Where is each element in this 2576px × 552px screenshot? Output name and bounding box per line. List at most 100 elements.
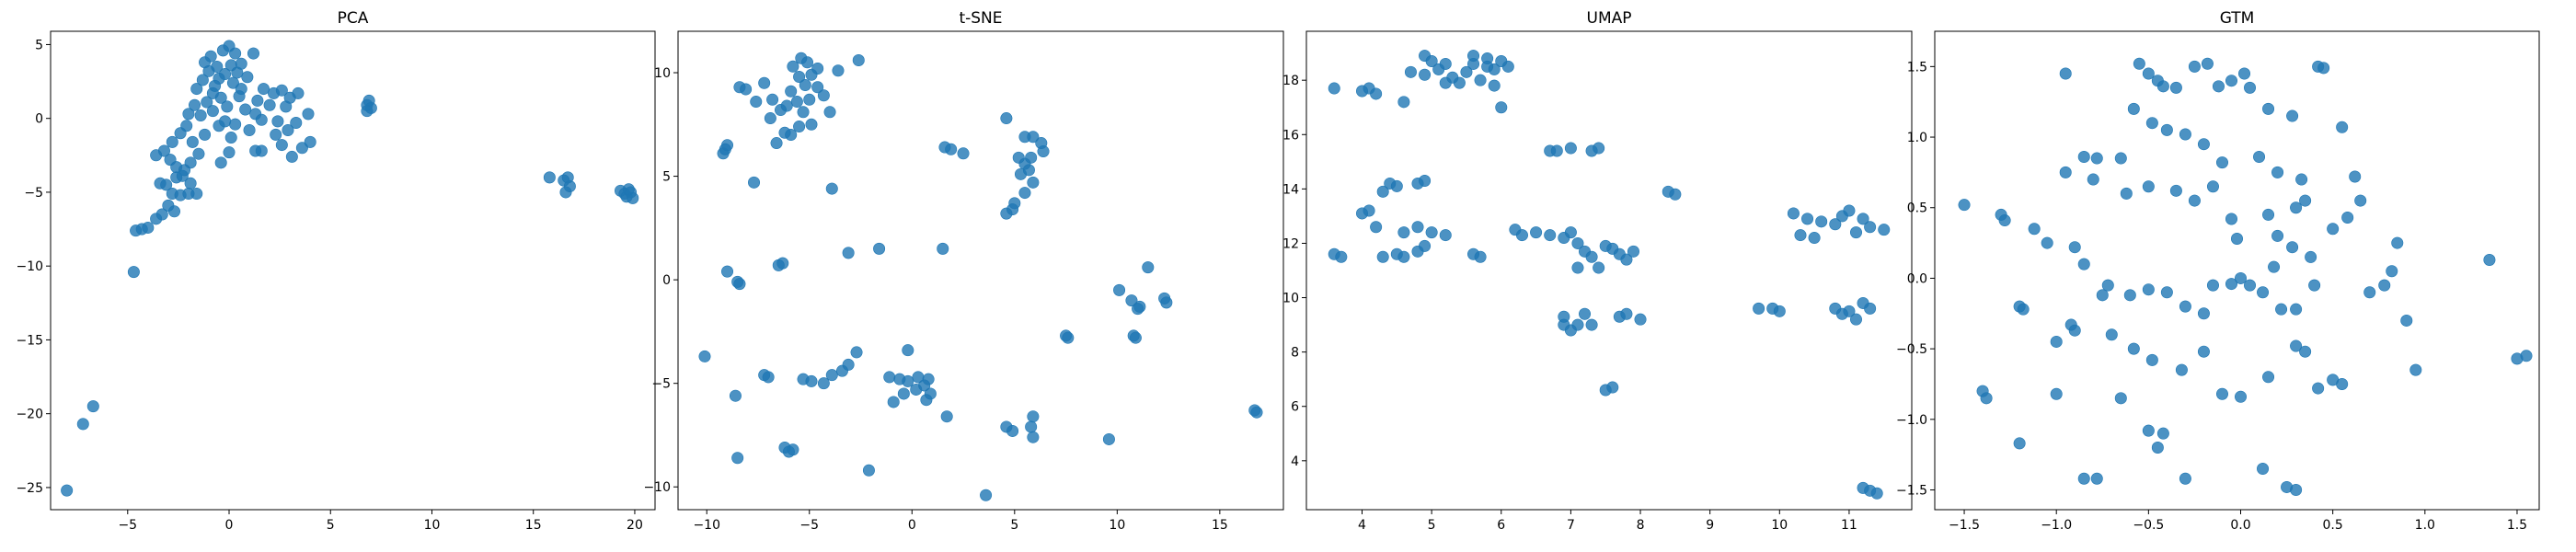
scatter-point — [1571, 236, 1584, 249]
x-tick-label: 20 — [627, 518, 643, 533]
scatter-point — [1878, 224, 1891, 236]
panel-title: PCA — [338, 9, 369, 28]
panel-tsne: t-SNE −10 −5 0 5 10 15 10 5 0 −5 −10 — [643, 9, 1284, 533]
y-tick-label: 8 — [1291, 346, 1299, 361]
scatter-point — [1571, 318, 1584, 331]
scatter-point — [1460, 65, 1473, 78]
scatter-point — [764, 112, 776, 125]
x-tick-label: 10 — [1109, 518, 1125, 533]
scatter-point — [180, 120, 193, 132]
scatter-point — [1397, 226, 1410, 239]
scatter-point — [1160, 296, 1173, 309]
scatter-point — [731, 452, 744, 465]
x-tick-label: 15 — [1212, 518, 1228, 533]
scatter-point — [257, 83, 270, 96]
scatter-point — [937, 242, 949, 255]
scatter-point — [2077, 472, 2090, 485]
scatter-point — [1328, 82, 1340, 95]
scatter-point — [1544, 229, 1557, 242]
scatter-point — [1425, 54, 1438, 67]
scatter-point — [1006, 203, 1019, 216]
scatter-point — [2238, 67, 2251, 80]
scatter-point — [2262, 102, 2275, 115]
x-tick-label: 10 — [424, 518, 441, 533]
scatter-point — [2179, 472, 2191, 485]
scatter-point — [1835, 307, 1848, 320]
scatter-points — [1328, 50, 1891, 500]
scatter-point — [2312, 382, 2325, 395]
y-tick-label: 12 — [1282, 236, 1299, 251]
scatter-point — [1397, 250, 1410, 263]
y-tick-label: 10 — [654, 66, 671, 81]
axes-frame — [677, 30, 1284, 511]
scatter-point — [2341, 211, 2354, 224]
scatter-point — [1439, 229, 1452, 242]
x-tick-label: 5 — [1428, 518, 1436, 533]
scatter-point — [1425, 226, 1438, 239]
scatter-point — [2378, 279, 2391, 292]
scatter-point — [805, 374, 818, 387]
y-tick-label: −15 — [16, 333, 43, 348]
scatter-point — [275, 84, 288, 97]
scatter-point — [2197, 138, 2210, 151]
scatter-point — [1864, 221, 1877, 234]
scatter-point — [189, 98, 201, 111]
scatter-point — [1022, 164, 1035, 177]
y-tick-label: −0.5 — [1896, 342, 1927, 357]
y-tick-label: 0.5 — [1907, 201, 1927, 216]
scatter-point — [2286, 109, 2299, 122]
scatter-point — [817, 89, 830, 102]
scatter-point — [2483, 253, 2496, 266]
scatter-point — [2262, 208, 2275, 221]
scatter-point — [940, 410, 953, 423]
scatter-point — [2077, 258, 2090, 270]
scatter-point — [2197, 307, 2210, 320]
scatter-point — [270, 128, 282, 141]
scatter-points — [1958, 57, 2533, 497]
y-tick-label: 16 — [1282, 128, 1299, 143]
scatter-point — [793, 121, 806, 133]
scatter-point — [2142, 283, 2155, 296]
y-tick-label: −1.0 — [1896, 413, 1927, 428]
x-tick-label: 1.0 — [2415, 518, 2435, 533]
scatter-point — [2059, 166, 2072, 178]
scatter-point — [850, 346, 863, 359]
panel-title: t-SNE — [959, 9, 1002, 28]
scatter-point — [1550, 144, 1563, 157]
scatter-point — [2225, 75, 2237, 87]
scatter-point — [2290, 303, 2303, 316]
scatter-point — [1439, 76, 1452, 89]
scatter-point — [1753, 302, 1765, 315]
scatter-point — [803, 93, 816, 106]
scatter-point — [2244, 81, 2257, 94]
scatter-point — [2105, 328, 2118, 341]
scatter-point — [1627, 245, 1639, 258]
y-tick-label: 4 — [1291, 454, 1299, 469]
scatter-point — [2206, 180, 2219, 193]
scatter-point — [295, 142, 308, 155]
scatter-point — [787, 60, 799, 73]
scatter-point — [793, 71, 806, 84]
scatter-point — [1027, 431, 1040, 443]
scatter-point — [1125, 294, 1138, 307]
scatter-point — [2188, 194, 2201, 207]
y-tick-label: 5 — [662, 170, 671, 185]
scatter-point — [945, 143, 958, 155]
scatter-point — [2151, 442, 2164, 454]
scatter-point — [1467, 50, 1480, 63]
x-tick-label: 1.5 — [2507, 518, 2527, 533]
scatter-point — [1794, 229, 1807, 242]
scatter-point — [243, 124, 256, 137]
axes-frame — [1305, 30, 1913, 511]
scatter-points — [61, 40, 639, 497]
scatter-point — [2215, 387, 2228, 400]
scatter-point — [2286, 241, 2299, 254]
scatter-point — [275, 139, 288, 152]
scatter-point — [1980, 392, 1993, 405]
scatter-point — [2017, 303, 2030, 316]
scatter-point — [2133, 57, 2145, 70]
scatter-point — [1142, 261, 1155, 274]
scatter-point — [957, 147, 970, 160]
scatter-point — [2145, 117, 2158, 130]
scatter-point — [2123, 289, 2136, 302]
